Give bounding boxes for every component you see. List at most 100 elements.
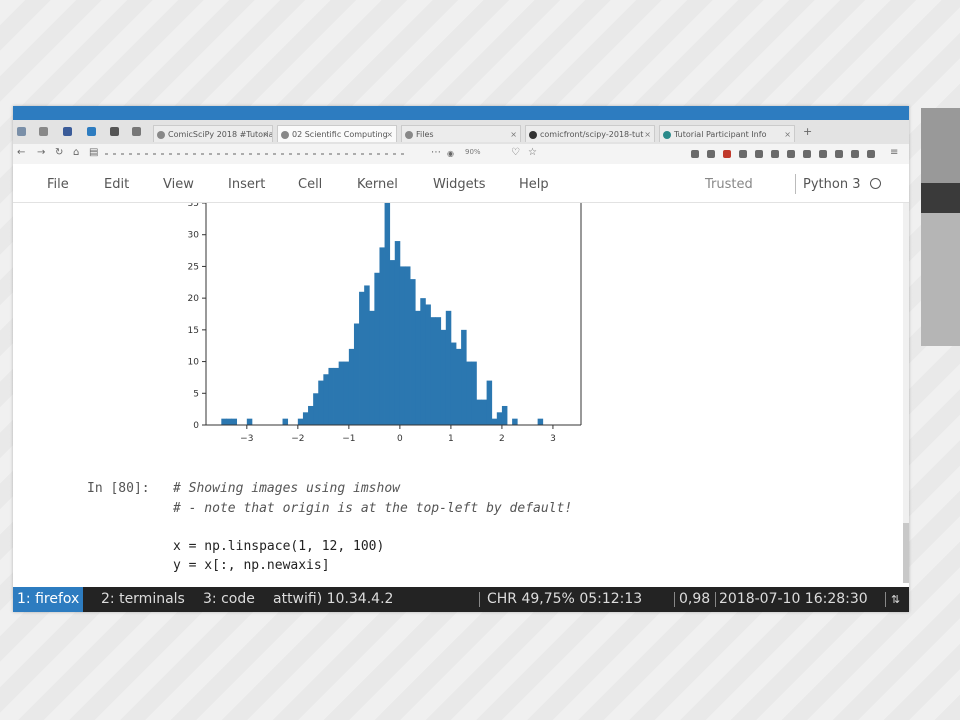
x-tick-label: −1 [342, 434, 355, 444]
extension-icon[interactable] [803, 150, 811, 158]
mail-icon[interactable] [87, 127, 96, 136]
histogram-bar [445, 310, 452, 425]
code-line: # - note that origin is at the top-left … [173, 501, 573, 516]
tab-comicscipy[interactable]: ComicSciPy 2018 #Tutorials × [153, 125, 273, 142]
tab-label: Tutorial Participant Info [674, 130, 767, 139]
histogram-bar [384, 203, 391, 425]
close-icon[interactable]: × [386, 130, 393, 139]
menu-help[interactable]: Help [519, 177, 549, 192]
screen-icon[interactable] [132, 127, 141, 136]
github-icon [529, 131, 537, 139]
page-actions-icon[interactable]: ⋯ [431, 147, 441, 158]
close-icon[interactable]: × [784, 130, 791, 139]
y-tick-label: 30 [188, 231, 200, 241]
histogram-bar [466, 361, 472, 425]
histogram-bar [297, 418, 304, 425]
histogram-bar [404, 266, 411, 425]
histogram-bar [313, 393, 319, 425]
downloads-icon[interactable] [691, 150, 699, 158]
histogram-bar [486, 380, 493, 425]
bookmark-icon[interactable] [39, 127, 48, 136]
tab-github[interactable]: comicfront/scipy-2018-tut × [525, 125, 655, 142]
menu-view[interactable]: View [163, 177, 194, 192]
tray-icon[interactable]: ⇅ [891, 593, 901, 606]
extension-icon[interactable] [787, 150, 795, 158]
tab-favicon-icon [281, 131, 289, 139]
histogram-bar [501, 405, 508, 425]
tab-label: ComicSciPy 2018 #Tutorials [168, 130, 273, 139]
extension-icon[interactable] [835, 150, 843, 158]
extension-icon[interactable] [707, 150, 715, 158]
y-tick-label: 10 [188, 358, 200, 368]
sidebar-icon[interactable] [17, 127, 26, 136]
side-window-bottom [921, 213, 960, 346]
tab-favicon-icon [405, 131, 413, 139]
extension-icon[interactable] [851, 150, 859, 158]
tab-scientific-computing[interactable]: 02 Scientific Computing × [277, 125, 397, 142]
close-icon[interactable]: × [644, 130, 651, 139]
menu-edit[interactable]: Edit [104, 177, 130, 192]
histogram-bar [348, 348, 355, 425]
home-icon[interactable]: ⌂ [73, 147, 80, 158]
extension-icon[interactable] [739, 150, 747, 158]
stop-icon[interactable] [110, 127, 119, 136]
workspace-3[interactable]: 3: code [203, 591, 255, 607]
histogram-bar [226, 418, 232, 425]
y-tick-label: 15 [188, 326, 199, 336]
histogram-bar [491, 418, 498, 425]
menu-widgets[interactable]: Widgets [433, 177, 486, 192]
kernel-name: Python 3 [803, 177, 861, 192]
shield-icon[interactable]: ◉ [447, 149, 454, 158]
workspace-2[interactable]: 2: terminals [101, 591, 185, 607]
extension-icon[interactable] [819, 150, 827, 158]
side-window [921, 108, 960, 346]
histogram-bar [496, 412, 503, 425]
pocket-save-icon[interactable]: ♡ [511, 147, 520, 158]
menu-kernel[interactable]: Kernel [357, 177, 398, 192]
datetime: 2018-07-10 16:28:30 [719, 591, 868, 607]
extension-icon[interactable] [771, 150, 779, 158]
kernel-status-icon [870, 178, 881, 189]
extension-icon[interactable] [867, 150, 875, 158]
library-icon[interactable]: ▤ [89, 147, 99, 158]
url-bar[interactable] [105, 148, 445, 160]
histogram-bar [308, 405, 314, 425]
scrollbar-thumb[interactable] [903, 523, 909, 583]
extension-icon[interactable] [723, 150, 731, 158]
menu-insert[interactable]: Insert [228, 177, 266, 192]
histogram-bar [430, 317, 436, 425]
histogram-bar [353, 323, 360, 425]
scrollbar[interactable] [903, 203, 909, 583]
menu-icon[interactable]: ≡ [890, 147, 899, 158]
histogram-bar [318, 380, 324, 425]
network-status: attwifi) 10.34.4.2 [273, 591, 394, 607]
histogram-bar [369, 310, 375, 425]
histogram-bar [537, 418, 544, 425]
histogram-bar [461, 329, 467, 425]
histogram-bar [364, 285, 370, 425]
menu-file[interactable]: File [47, 177, 69, 192]
status-divider [715, 592, 716, 607]
close-icon[interactable]: × [262, 130, 269, 139]
side-window-strip [921, 183, 960, 213]
forward-icon[interactable]: → [37, 147, 46, 158]
zoom-level[interactable]: 90% [465, 148, 481, 156]
close-icon[interactable]: × [510, 130, 517, 139]
histogram-bar [476, 399, 482, 425]
status-divider [674, 592, 675, 607]
back-icon[interactable]: ← [17, 147, 26, 158]
menu-cell[interactable]: Cell [298, 177, 323, 192]
x-tick-label: −3 [240, 434, 253, 444]
new-tab-button[interactable]: + [803, 125, 813, 138]
extension-icon[interactable] [755, 150, 763, 158]
reload-icon[interactable]: ↻ [55, 147, 64, 158]
histogram-bar [246, 418, 253, 425]
tab-files[interactable]: Files × [401, 125, 521, 142]
histogram-bar [221, 418, 227, 425]
workspace-1[interactable]: 1: firefox [13, 587, 84, 612]
trusted-indicator[interactable]: Trusted [705, 177, 753, 192]
histogram-bar [512, 418, 518, 425]
star-icon[interactable]: ☆ [528, 147, 537, 158]
pocket-icon[interactable] [63, 127, 72, 136]
tab-participant-info[interactable]: Tutorial Participant Info × [659, 125, 795, 142]
